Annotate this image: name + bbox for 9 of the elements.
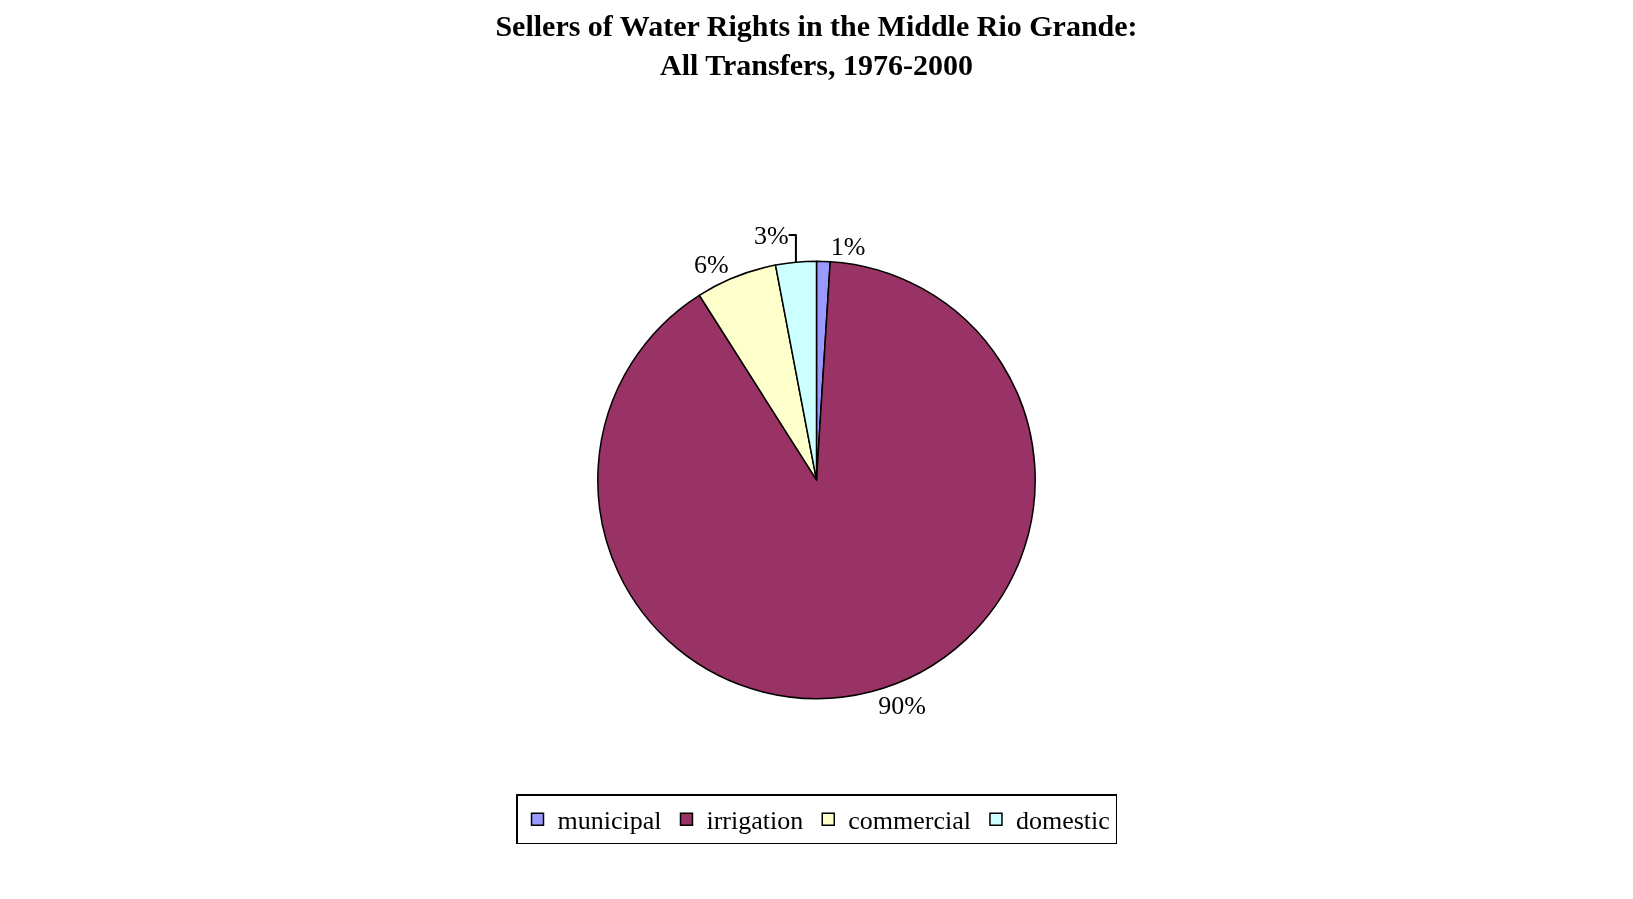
- legend-label: municipal: [557, 806, 662, 836]
- data-label: 6%: [694, 249, 729, 279]
- legend-label: commercial: [848, 806, 971, 836]
- legend-label: domestic: [1015, 806, 1110, 836]
- data-label: 3%: [754, 220, 789, 250]
- data-label: 1%: [830, 232, 866, 262]
- data-label: 90%: [878, 690, 926, 720]
- chart-title: Sellers of Water Rights in the Middle Rio Grande: All Transfers, 1976-2000: [495, 8, 1138, 81]
- legend-label: irrigation: [706, 806, 804, 836]
